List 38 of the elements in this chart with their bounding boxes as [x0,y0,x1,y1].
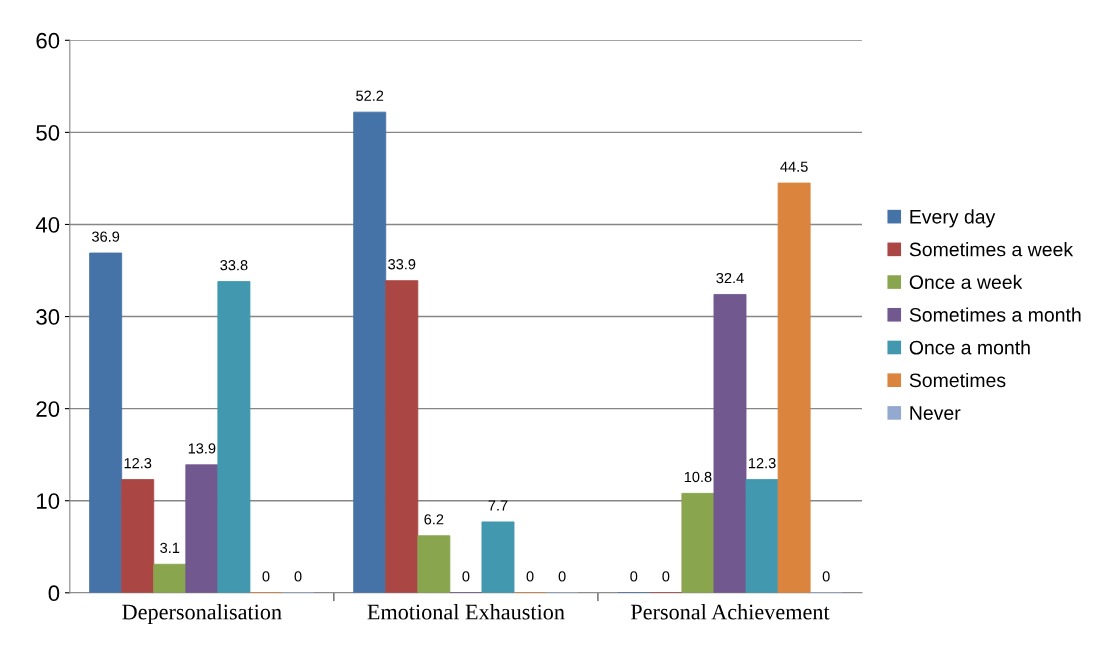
legend-label: Every day [910,209,996,228]
legend-label: Never [910,406,961,420]
data-label: 3.1 [160,542,180,554]
data-label: 6.2 [424,514,444,525]
y-tick-label: 30 [36,309,60,325]
legend-label: Sometimes a month [909,307,1081,322]
y-tick-label: 50 [36,124,60,141]
y-tick-label: 10 [37,493,60,509]
data-label: 12.3 [124,457,152,469]
data-label: 52.2 [356,90,384,101]
data-label: 0 [526,571,534,582]
data-label: 0 [630,571,638,582]
y-tick-label: 60 [36,32,60,49]
y-tick-label: 0 [48,585,60,602]
data-label: 32.4 [716,272,744,284]
data-label: 44.5 [780,161,808,172]
data-label: 33.9 [388,259,416,270]
legend-label: Sometimes a week [909,242,1074,257]
x-tick-label: Depersonalisation [122,603,282,625]
y-tick-label: 20 [36,401,60,417]
data-label: 7.7 [488,500,508,511]
data-label: 0 [262,571,270,582]
legend-label: Once a week [909,274,1023,290]
data-label: 0 [822,571,830,582]
data-label: 0 [662,571,670,582]
data-label: 36.9 [92,231,120,242]
data-label: 0 [462,571,470,582]
y-tick-label: 40 [35,217,60,233]
data-label: 10.8 [684,471,712,483]
legend-label: Once a month [909,340,1030,355]
x-tick-label: Emotional Exhaustion [367,603,565,620]
data-label: 0 [558,571,566,582]
data-label: 0 [294,571,302,582]
data-label: 33.8 [220,260,248,271]
x-tick-label: Personal Achievement [630,603,830,620]
data-label: 13.9 [188,443,216,454]
legend-label: Sometimes [909,372,1006,388]
data-label: 12.3 [748,457,776,469]
